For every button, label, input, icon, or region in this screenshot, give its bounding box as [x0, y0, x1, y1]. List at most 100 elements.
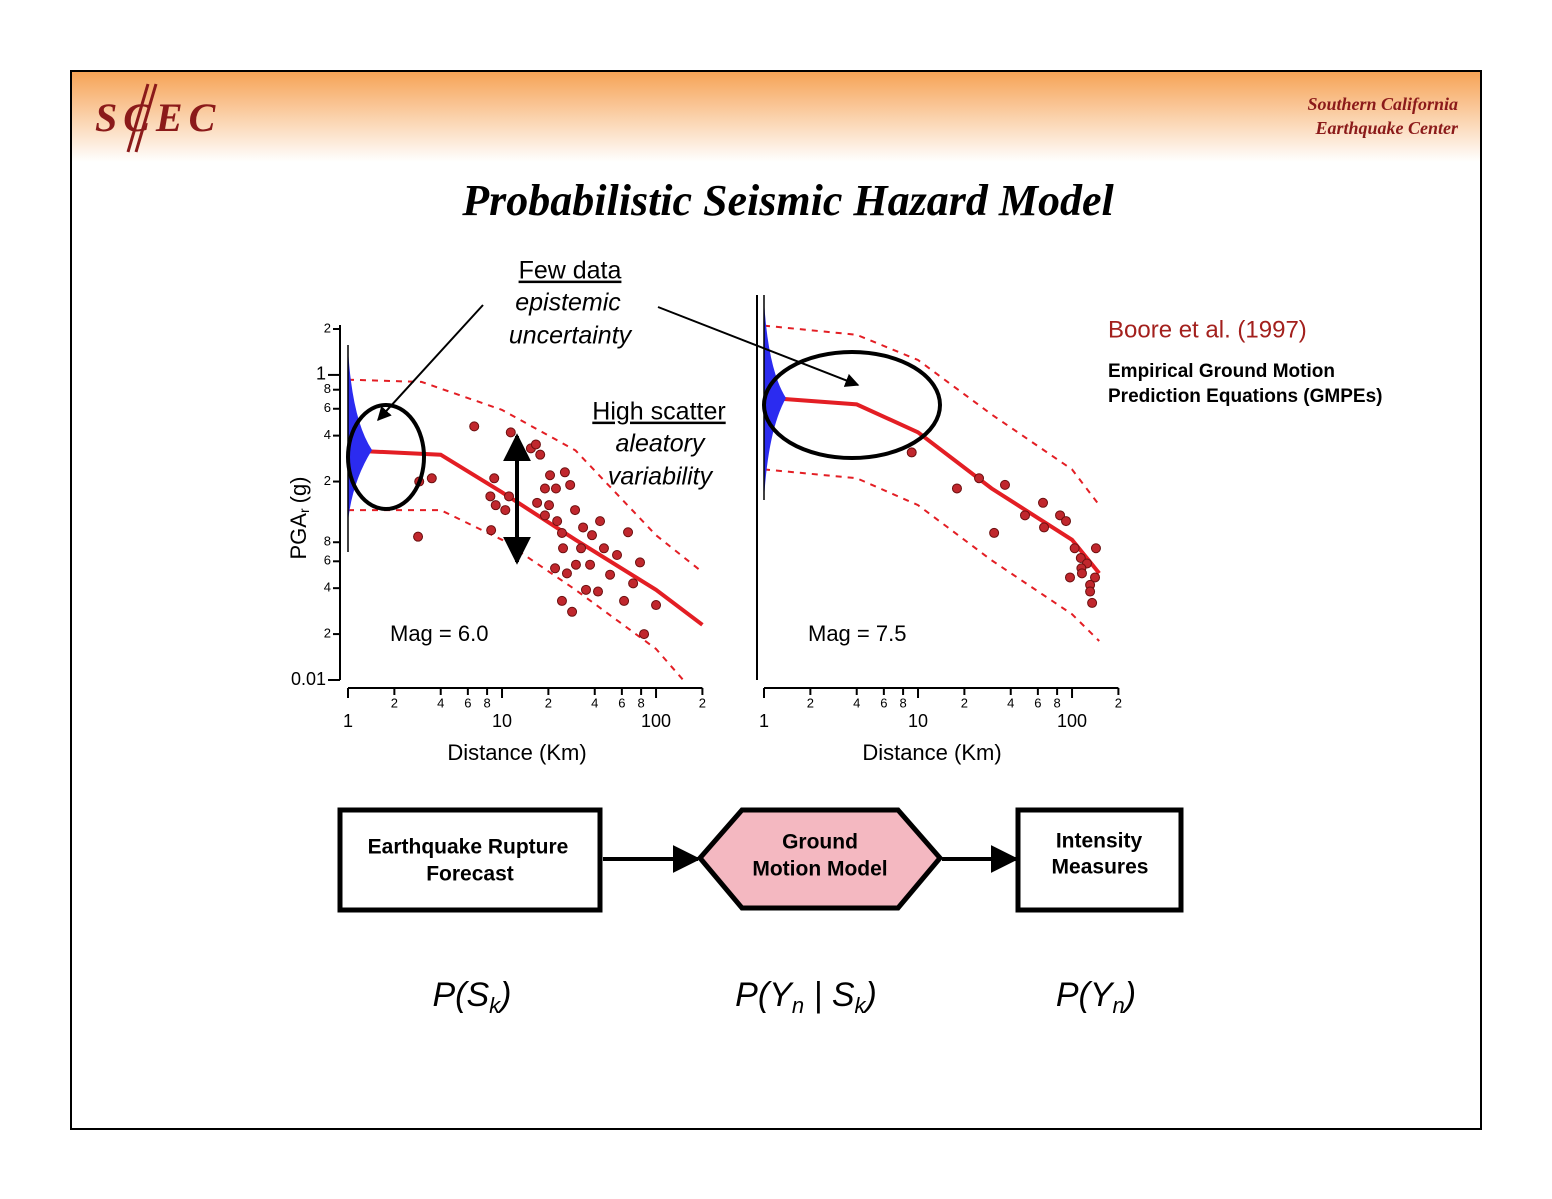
y-axis-label-unit: (g) [286, 476, 311, 503]
data-point [550, 483, 561, 494]
y-tick-label: 4 [324, 580, 331, 595]
flow-label: Motion Model [752, 858, 887, 881]
annotation-heading: Few data [519, 257, 622, 285]
x-tick-label: 8 [1053, 695, 1060, 710]
data-point [530, 439, 541, 450]
flow-box [337, 807, 603, 913]
annotation: variability [608, 463, 714, 491]
data-point [535, 449, 546, 460]
data-point [1055, 510, 1066, 521]
data-point [559, 467, 570, 478]
data-point [1039, 522, 1050, 533]
data-point [595, 516, 606, 527]
flow-label: Ground [782, 831, 858, 854]
formula: P(Sk) [432, 976, 511, 1018]
data-point [1075, 553, 1086, 564]
data-point [581, 584, 592, 595]
x-tick-label: 2 [391, 695, 398, 710]
formula-part: P(S [432, 976, 489, 1014]
x-tick-label: 4 [853, 695, 860, 710]
formula-part: P(Y [1056, 976, 1115, 1014]
data-point [485, 491, 496, 502]
pointer-arrow [377, 304, 484, 422]
x-tick-label: 4 [1007, 695, 1014, 710]
data-point [989, 527, 1000, 538]
flow-label: Forecast [426, 863, 514, 886]
x-tick-label: 1 [759, 711, 769, 731]
y-tick-label: 0.01 [291, 669, 326, 689]
data-point [999, 479, 1010, 490]
org-name: Earthquake Center [1314, 118, 1459, 138]
x-tick-label: 2 [961, 695, 968, 710]
data-point [1064, 572, 1075, 583]
data-point [539, 510, 550, 521]
slide-title: Probabilistic Seismic Hazard Model [461, 176, 1114, 225]
citation-text: Prediction Equations (GMPEs) [1108, 386, 1382, 407]
chart-annotation: Mag = 7.5 [808, 621, 906, 646]
logo-slash [126, 83, 150, 153]
x-tick-label: 6 [880, 695, 887, 710]
x-tick-label: 6 [464, 695, 471, 710]
annotation-heading: High scatter [592, 398, 725, 426]
y-axis-label-main: PGA [286, 513, 311, 560]
formula: P(Yn | Sk) [735, 976, 877, 1018]
data-point [1038, 497, 1049, 508]
chart-annotation: Mag = 6.0 [390, 621, 488, 646]
data-point [486, 525, 497, 536]
x-tick-label: 2 [699, 695, 706, 710]
data-point [1061, 516, 1072, 527]
y-axis-label: PGAr (g) [286, 476, 312, 559]
formula-part: ) [862, 976, 877, 1014]
x-tick-label: 8 [483, 695, 490, 710]
data-point [544, 500, 555, 511]
x-tick-label: 2 [545, 695, 552, 710]
data-point [578, 522, 589, 533]
data-point [1087, 597, 1098, 608]
data-point [1090, 572, 1101, 583]
y-tick-label: 4 [324, 427, 331, 442]
data-point [552, 516, 563, 527]
logo: SCEC [95, 95, 221, 140]
x-tick-label: 8 [637, 695, 644, 710]
x-tick-label: 8 [899, 695, 906, 710]
data-point [469, 421, 480, 432]
y-tick-label: 2 [324, 626, 331, 641]
data-point [1085, 586, 1096, 597]
data-point [1076, 568, 1087, 579]
x-tick-label: 6 [1034, 695, 1041, 710]
data-point [426, 473, 437, 484]
data-point [587, 530, 598, 541]
data-point [539, 483, 550, 494]
y-tick-label: 8 [324, 381, 331, 396]
data-point [558, 543, 569, 554]
data-point [567, 606, 578, 617]
data-point [651, 600, 662, 611]
data-point [974, 473, 985, 484]
data-point [565, 479, 576, 490]
distribution-shape [348, 348, 372, 522]
y-tick-label: 6 [324, 400, 331, 415]
x-tick-label: 2 [1115, 695, 1122, 710]
citation-source: Boore et al. (1997) [1108, 316, 1307, 343]
flow-label: Earthquake Rupture [368, 836, 569, 859]
data-point [505, 427, 516, 438]
pointer-arrow [657, 306, 860, 387]
fit-curve [347, 378, 704, 573]
y-tick-label: 6 [324, 553, 331, 568]
annotation: epistemic [515, 289, 621, 317]
data-point [413, 531, 424, 542]
header-band [72, 72, 1480, 162]
x-tick-label: 10 [908, 711, 928, 731]
data-point [500, 505, 511, 516]
x-axis-label: Distance (Km) [862, 740, 1001, 765]
data-point [576, 543, 587, 554]
formula-part: ) [496, 976, 511, 1014]
y-axis-label-sub: r [296, 508, 312, 513]
data-point [623, 527, 634, 538]
annotation: uncertainty [509, 322, 633, 350]
x-axis-label: Distance (Km) [447, 740, 586, 765]
data-point [639, 629, 650, 640]
data-point [951, 483, 962, 494]
